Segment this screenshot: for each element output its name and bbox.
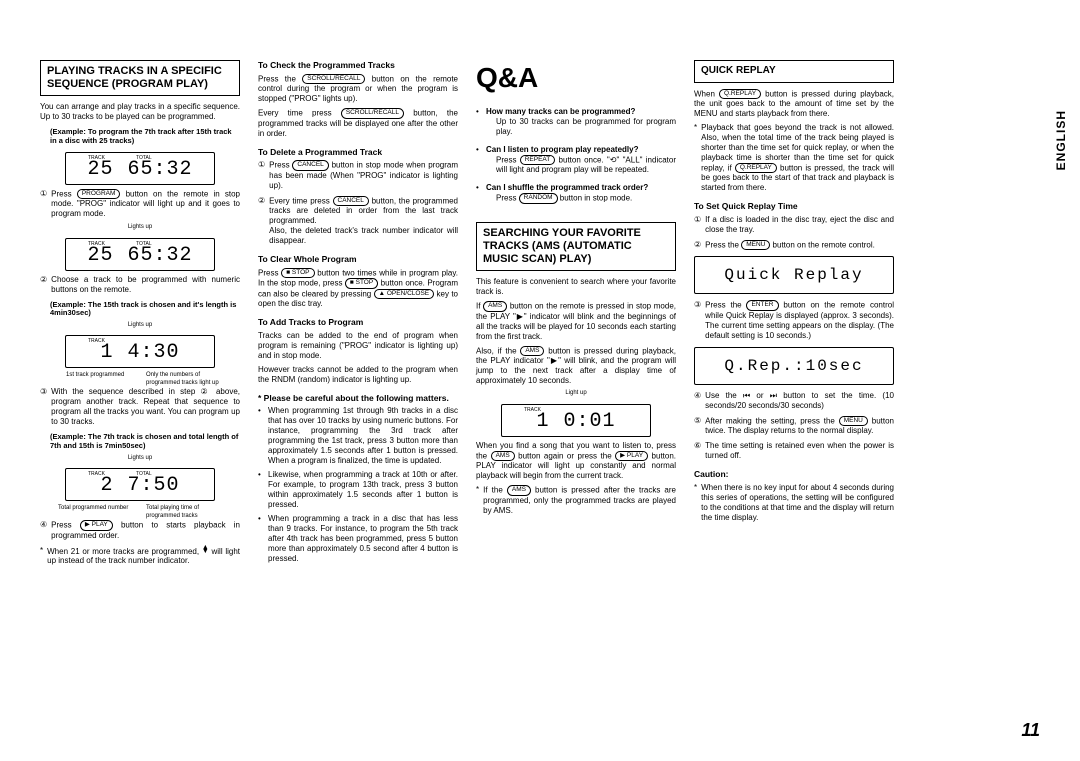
ams-note: * If the AMS button is pressed after the… (476, 485, 676, 515)
ams-p3: Also, if the AMS button is pressed durin… (476, 346, 676, 386)
qr-s1: ①If a disc is loaded in the disc tray, e… (694, 215, 894, 235)
ams-heading: SEARCHING YOUR FAVORITE TRACKS (AMS (AUT… (476, 222, 676, 272)
step-2: ② Choose a track to be programmed with n… (40, 275, 240, 295)
qna-a1: Up to 30 tracks can be programmed for pr… (496, 117, 676, 137)
careful-list: When programming 1st through 9th tracks … (258, 406, 458, 564)
add-head: To Add Tracks to Program (258, 317, 458, 328)
qna-q1: How many tracks can be programmed? (486, 107, 676, 117)
lcd-2: TRACK TOTAL 25 65:32 (65, 238, 215, 271)
qna-a2: Press REPEAT button once. "⟲" "ALL" indi… (496, 155, 676, 175)
qr-s4: ④Use the ⏮ or ⏭ button to set the time. … (694, 391, 894, 411)
lcd-quick-replay: Quick Replay (694, 256, 894, 294)
example-3: (Example: The 7th track is chosen and to… (50, 433, 240, 450)
page-content: PLAYING TRACKS IN A SPECIFIC SEQUENCE (P… (40, 60, 1040, 571)
qr-s3: ③Press the ENTER button on the remote co… (694, 300, 894, 340)
clear-p: Press ■ STOP button two times while in p… (258, 268, 458, 309)
column-3: Q&A How many tracks can be programmed? U… (476, 60, 676, 571)
careful-head: * Please be careful about the following … (258, 393, 458, 404)
check-p1: Press the SCROLL/RECALL button on the re… (258, 74, 458, 104)
qr-note1: * Playback that goes beyond the track is… (694, 123, 894, 193)
light-up-ams: Light up (476, 390, 676, 398)
qna-q2: Can I listen to program play repeatedly? (486, 145, 676, 155)
careful-b1: When programming 1st through 9th tracks … (258, 406, 458, 466)
program-button-label: PROGRAM (77, 189, 121, 199)
qr-s2: ②Press the MENU button on the remote con… (694, 240, 894, 250)
delete-s2: ② Every time press CANCEL button, the pr… (258, 196, 458, 246)
lcd1-tot: TOTAL (136, 155, 152, 161)
qr-s6: ⑥The time setting is retained even when … (694, 441, 894, 461)
lcd1-trk: TRACK (88, 155, 105, 161)
lcd3-right: 4:30 (128, 340, 180, 365)
lcd2-trk: TRACK (88, 241, 105, 247)
quick-replay-heading: QUICK REPLAY (694, 60, 894, 83)
example-1: (Example: To program the 7th track after… (50, 128, 240, 145)
caption-2a: Total programmed number (58, 505, 128, 520)
careful-b3: When programming a track in a disc that … (258, 514, 458, 564)
qna-list: How many tracks can be programmed? Up to… (476, 107, 676, 204)
qna-q3: Can I shuffle the programmed track order… (486, 183, 676, 193)
lcd-1: TRACK TOTAL 25 65:32 (65, 152, 215, 185)
lcd-ams-trk: TRACK (524, 407, 541, 413)
delete-s1: ① Press CANCEL button in stop mode when … (258, 160, 458, 190)
lcd-3: TRACK 1 4:30 (65, 335, 215, 368)
caution-body: * When there is no key input for about 4… (694, 483, 894, 523)
check-p2: Every time press SCROLL/RECALL button, t… (258, 108, 458, 138)
lcd4-trk: TRACK (88, 471, 105, 477)
qr-p1: When Q.REPLAY button is pressed during p… (694, 89, 894, 119)
add-p2: However tracks cannot be added to the pr… (258, 365, 458, 385)
example-2: (Example: The 15th track is chosen and i… (50, 301, 240, 318)
caption-1a: 1st track programmed (66, 372, 124, 387)
step-3: ③ With the sequence described in step ② … (40, 387, 240, 427)
lcd2-tot: TOTAL (136, 241, 152, 247)
step-4: ④ Press ▶ PLAY button to starts playback… (40, 520, 240, 540)
ams-p4: When you find a song that you want to li… (476, 441, 676, 481)
intro-text: You can arrange and play tracks in a spe… (40, 102, 240, 122)
program-play-heading: PLAYING TRACKS IN A SPECIFIC SEQUENCE (P… (40, 60, 240, 96)
check-tracks-head: To Check the Programmed Tracks (258, 60, 458, 71)
add-p1: Tracks can be added to the end of progra… (258, 331, 458, 361)
language-label: ENGLISH (1054, 110, 1068, 170)
lcd4-tot: TOTAL (136, 471, 152, 477)
careful-b2: Likewise, when programming a track at 10… (258, 470, 458, 510)
lcd-qrep: Q.Rep.:10sec (694, 347, 894, 385)
ams-p2: If AMS button on the remote is pressed i… (476, 301, 676, 341)
lcd3-trk: TRACK (88, 338, 105, 344)
column-2: To Check the Programmed Tracks Press the… (258, 60, 458, 571)
note-1: * When 21 or more tracks are programmed,… (40, 546, 240, 567)
lcd-ams: TRACK 1 0:01 (501, 404, 651, 437)
column-4: QUICK REPLAY When Q.REPLAY button is pre… (694, 60, 894, 571)
lcd-ams-right: 0:01 (564, 409, 616, 434)
ams-p1: This feature is convenient to search whe… (476, 277, 676, 297)
caption-2b: Total playing time of programmed tracks (146, 505, 226, 520)
play-button-label: ▶ PLAY (80, 520, 113, 530)
column-1: PLAYING TRACKS IN A SPECIFIC SEQUENCE (P… (40, 60, 240, 571)
caption-1b: Only the numbers of programmed tracks li… (146, 372, 226, 387)
caution-head: Caution: (694, 469, 894, 480)
delete-head: To Delete a Programmed Track (258, 147, 458, 158)
qna-title: Q&A (476, 60, 676, 95)
qna-a3: Press RANDOM button in stop mode. (496, 193, 676, 203)
lcd-4: TRACK TOTAL 2 7:50 (65, 468, 215, 501)
lights-up-1: Lights up (40, 224, 240, 232)
page-number: 11 (1021, 720, 1040, 741)
lights-up-2: Lights up (40, 322, 240, 330)
set-qr-head: To Set Quick Replay Time (694, 201, 894, 212)
lights-up-3: Lights up (40, 455, 240, 463)
clear-head: To Clear Whole Program (258, 254, 458, 265)
step-1: ① Press PROGRAM button on the remote in … (40, 189, 240, 219)
qr-s5: ⑤After making the setting, press the MEN… (694, 416, 894, 436)
